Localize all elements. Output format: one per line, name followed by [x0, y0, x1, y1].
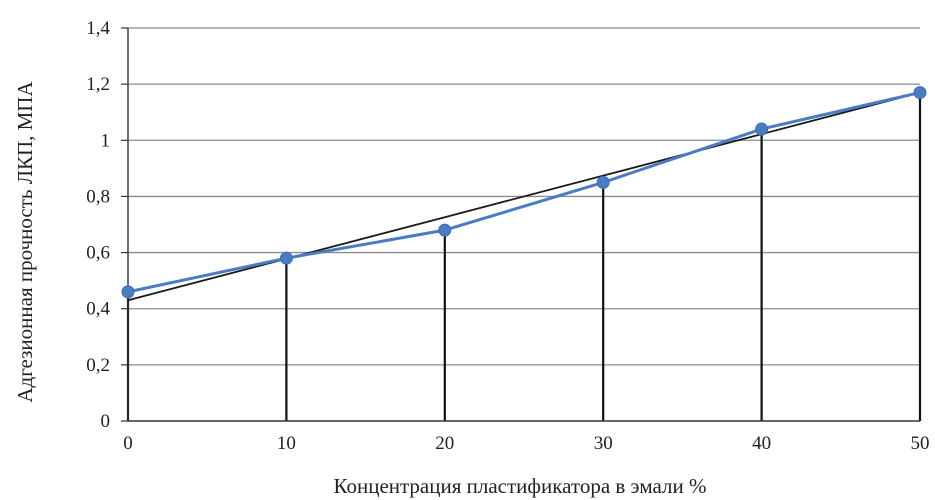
x-tick-labels: 0 10 20 30 40 50: [123, 433, 929, 454]
data-point-0-0: [121, 285, 135, 299]
x-tick-label-5: 50: [911, 433, 930, 454]
data-point-0-5: [913, 86, 927, 100]
x-tick-label-2: 20: [435, 433, 454, 454]
y-tick-label-5: 1: [101, 130, 111, 151]
y-tick-label-3: 0,6: [86, 243, 110, 264]
x-tick-label-1: 10: [277, 433, 296, 454]
series-group: [121, 86, 927, 302]
x-axis-title: Концентрация пластификатора в эмали %: [334, 474, 707, 498]
data-point-0-4: [755, 122, 769, 136]
y-tick-label-0: 0: [101, 411, 111, 432]
axes: [121, 27, 920, 422]
y-tick-label-4: 0,8: [86, 186, 110, 207]
y-tick-label-2: 0,4: [86, 299, 110, 320]
y-tick-label-6: 1,2: [86, 74, 110, 95]
data-point-0-2: [438, 223, 452, 237]
gridlines: [128, 27, 920, 366]
drop-lines: [126, 92, 922, 421]
y-tick-labels: 0 0,2 0,4 0,6 0,8 1 1,2 1,4: [86, 18, 110, 432]
x-tick-label-0: 0: [123, 433, 133, 454]
y-tick-label-7: 1,4: [86, 18, 110, 39]
series-line-1: [127, 91, 921, 302]
y-axis-title: Адгезионная прочность ЛКП, МПА: [13, 81, 37, 403]
x-tick-label-3: 30: [594, 433, 613, 454]
data-point-0-1: [279, 251, 293, 265]
x-tick-label-4: 40: [752, 433, 771, 454]
data-point-0-3: [596, 175, 610, 189]
y-tick-label-1: 0,2: [86, 355, 110, 376]
series-line-0: [127, 91, 921, 294]
